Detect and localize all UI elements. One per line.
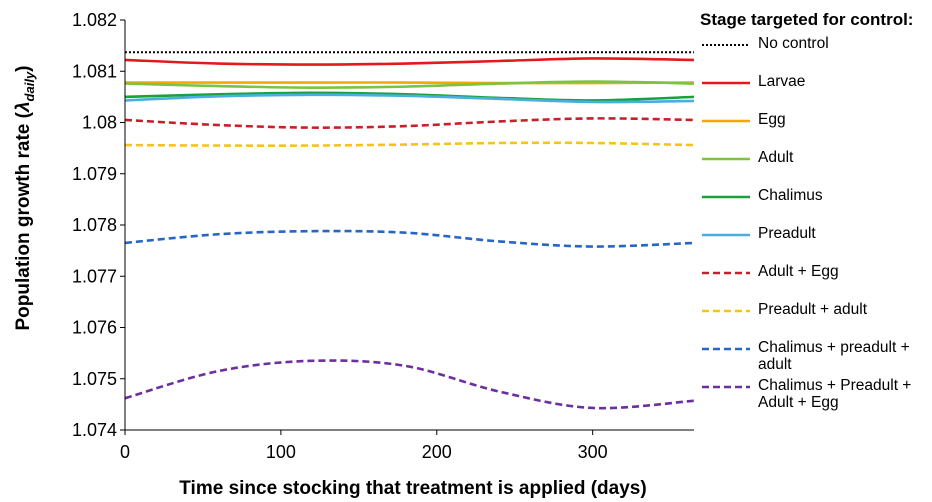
series-line-adult xyxy=(124,80,695,89)
legend-item-egg: Egg xyxy=(700,111,930,149)
series-line-larvae xyxy=(124,57,695,66)
y-tick-label: 1.08 xyxy=(82,113,117,133)
series-line-chalimus-preadult-adult xyxy=(124,229,695,248)
legend-swatch xyxy=(702,195,750,199)
series-line-chalimus-preadult-adult-egg xyxy=(124,359,695,410)
x-tick-label: 200 xyxy=(422,442,452,462)
y-axis-title-main: Population growth rate ( xyxy=(13,111,34,330)
legend-title: Stage targeted for control: xyxy=(700,10,914,29)
legend-swatch xyxy=(702,157,750,161)
legend-swatch xyxy=(702,347,750,351)
legend-label: Adult + Egg xyxy=(758,263,839,280)
series-line-preadult xyxy=(124,93,695,104)
legend-item-chalimus-preadult-adult: Chalimus + preadult + adult xyxy=(700,339,930,377)
legend-item-adult: Adult xyxy=(700,149,930,187)
legend-swatch xyxy=(702,309,750,313)
legend-swatch xyxy=(702,233,750,237)
x-tick-label: 0 xyxy=(120,442,130,462)
y-tick-label: 1.074 xyxy=(72,420,117,440)
legend-label: Adult xyxy=(758,149,794,166)
y-tick-label: 1.081 xyxy=(72,61,117,81)
legend-item-chalimus-preadult-adult-egg: Chalimus + Preadult + Adult + Egg xyxy=(700,377,930,415)
plot-lines xyxy=(124,51,695,410)
legend-items: No control Larvae Egg Adult Chalimus Preadult… xyxy=(700,35,930,415)
legend-label: Larvae xyxy=(758,73,806,90)
series-line-preadult-adult xyxy=(124,141,695,147)
y-tick-label: 1.076 xyxy=(72,318,117,338)
y-tick-label: 1.079 xyxy=(72,164,117,184)
legend-item-chalimus: Chalimus xyxy=(700,187,930,225)
legend-item-preadult: Preadult xyxy=(700,225,930,263)
legend-label: No control xyxy=(758,35,829,52)
legend-item-adult-egg: Adult + Egg xyxy=(700,263,930,301)
y-axis-title-subscript: daily xyxy=(22,71,37,101)
y-axis-ticks: 1.074 1.075 1.076 1.077 1.078 1.079 1.08 1.081 1… xyxy=(72,10,125,440)
y-tick-label: 1.082 xyxy=(72,10,117,30)
legend-label: Egg xyxy=(758,111,786,128)
x-tick-label: 100 xyxy=(266,442,296,462)
legend: Stage targeted for control: No control La… xyxy=(700,8,930,415)
legend-swatch xyxy=(702,271,750,275)
series-line-adult-egg xyxy=(124,117,695,129)
x-tick-label: 300 xyxy=(578,442,608,462)
legend-label: Chalimus xyxy=(758,187,823,204)
series-line-chalimus xyxy=(124,91,695,102)
y-axis-title: Population growth rate (λdaily) xyxy=(13,65,37,330)
x-axis-ticks: 0 100 200 300 xyxy=(120,430,608,462)
legend-swatch xyxy=(702,44,750,46)
legend-item-no-control: No control xyxy=(700,35,930,73)
y-axis-title-close: ) xyxy=(13,65,34,71)
legend-item-larvae: Larvae xyxy=(700,73,930,111)
legend-label: Preadult + adult xyxy=(758,301,868,318)
series-line-egg xyxy=(125,81,695,85)
y-tick-label: 1.075 xyxy=(72,369,117,389)
y-axis-title-lambda: λ xyxy=(13,101,34,113)
legend-label: Preadult xyxy=(758,225,816,242)
x-axis-title: Time since stocking that treatment is ap… xyxy=(179,478,646,499)
legend-swatch xyxy=(702,119,750,123)
y-tick-label: 1.078 xyxy=(72,215,117,235)
y-tick-label: 1.077 xyxy=(72,266,117,286)
legend-label: Chalimus + preadult + adult xyxy=(758,339,910,373)
legend-label: Chalimus + Preadult + Adult + Egg xyxy=(758,377,912,411)
legend-swatch xyxy=(702,385,750,389)
legend-item-preadult-adult: Preadult + adult xyxy=(700,301,930,339)
legend-swatch xyxy=(702,81,750,85)
